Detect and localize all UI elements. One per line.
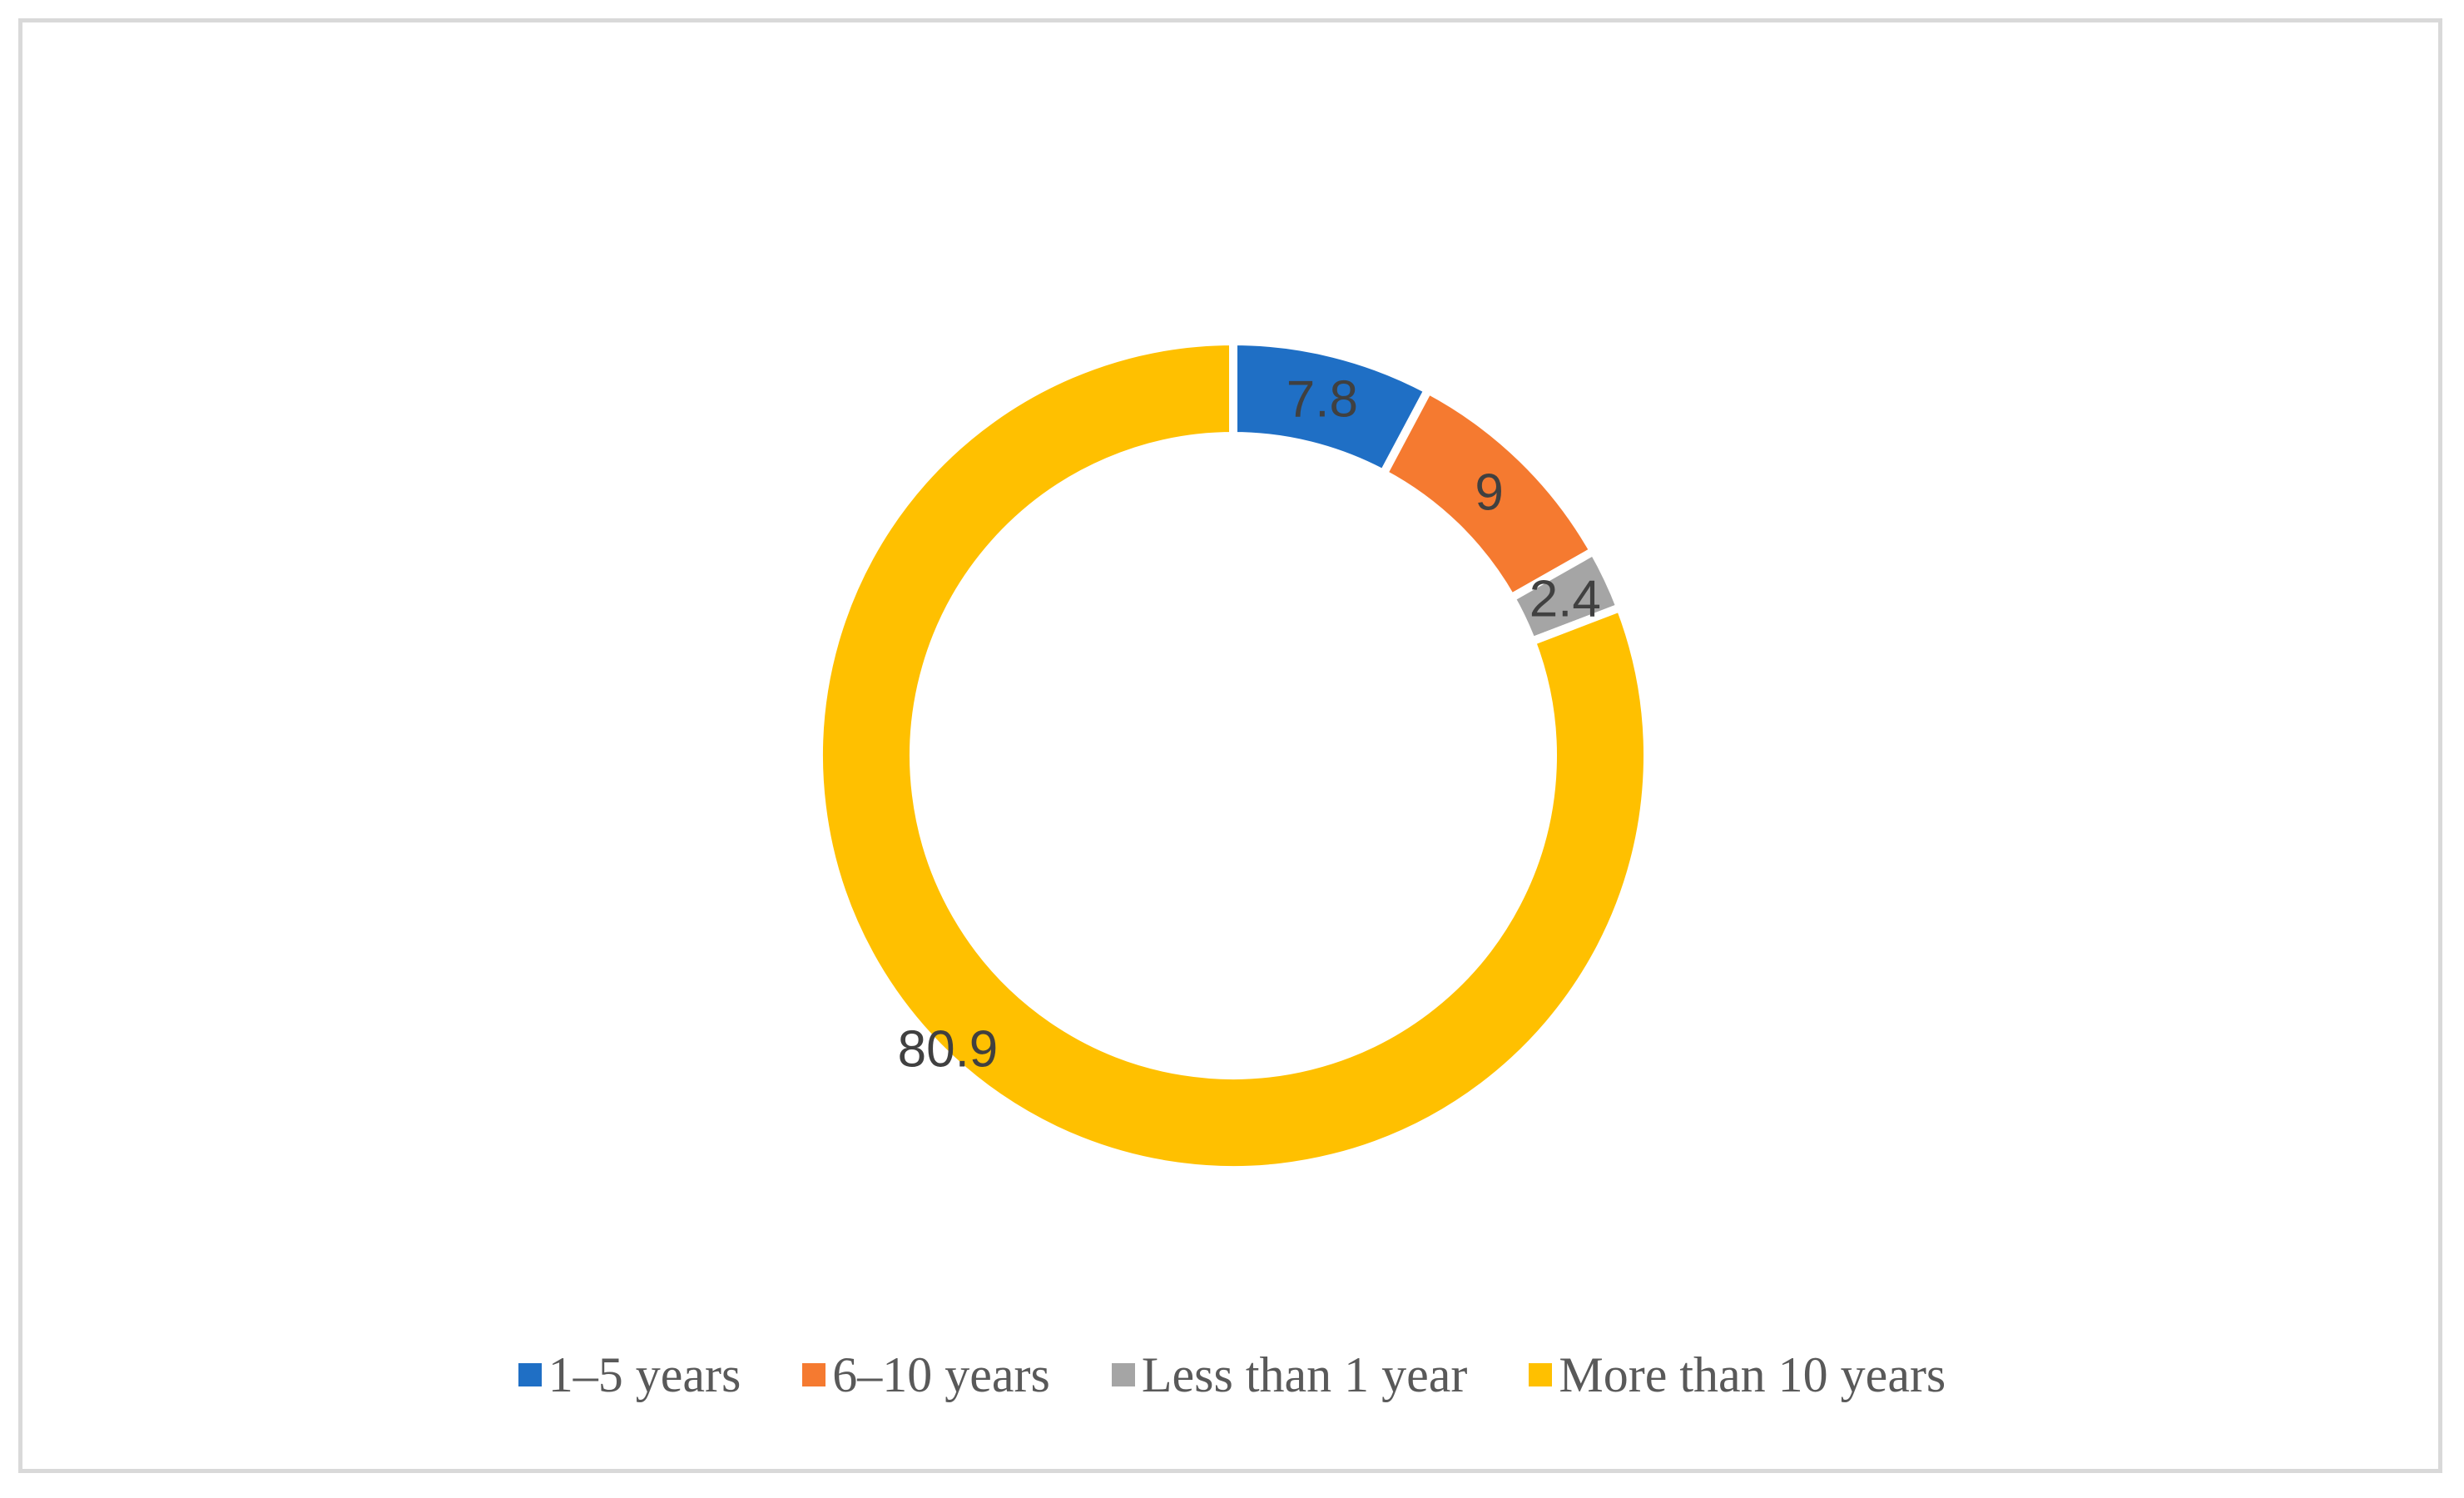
legend-label-1-5-years: 1–5 years bbox=[548, 1347, 741, 1402]
data-label-less-than-1-year: 2.4 bbox=[1529, 570, 1601, 627]
legend-swatch-less-than-1-year bbox=[1111, 1363, 1135, 1386]
legend-swatch-1-5-years bbox=[518, 1363, 542, 1386]
data-label-6-10-years: 9 bbox=[1475, 464, 1503, 522]
legend-item-6-10-years: 6–10 years bbox=[802, 1347, 1050, 1404]
chart-legend: 1–5 years 6–10 years Less than 1 year Mo… bbox=[0, 1342, 2464, 1408]
legend-label-more-than-10-years: More than 10 years bbox=[1559, 1347, 1946, 1402]
donut-data-labels: 7.8 9 2.4 80.9 bbox=[898, 371, 1601, 1079]
donut-slices bbox=[815, 336, 1652, 1174]
legend-item-1-5-years: 1–5 years bbox=[518, 1347, 741, 1404]
legend-swatch-6-10-years bbox=[802, 1363, 826, 1386]
legend-label-less-than-1-year: Less than 1 year bbox=[1141, 1347, 1468, 1402]
chart-frame bbox=[18, 18, 2442, 1473]
legend-item-more-than-10-years: More than 10 years bbox=[1529, 1347, 1946, 1404]
donut-slice-more-than-10-years bbox=[815, 336, 1652, 1174]
legend-swatch-more-than-10-years bbox=[1529, 1363, 1553, 1386]
legend-label-6-10-years: 6–10 years bbox=[832, 1347, 1050, 1402]
data-label-1-5-years: 7.8 bbox=[1287, 371, 1358, 429]
data-label-more-than-10-years: 80.9 bbox=[898, 1021, 999, 1079]
legend-item-less-than-1-year: Less than 1 year bbox=[1111, 1347, 1468, 1404]
